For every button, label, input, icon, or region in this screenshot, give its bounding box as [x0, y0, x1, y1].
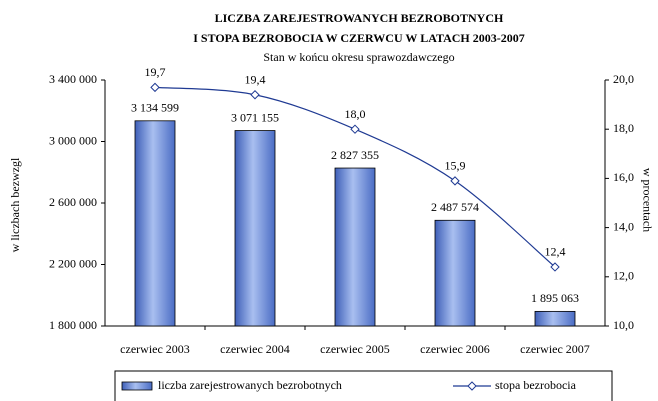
y-tick-label: 3 400 000	[49, 72, 97, 86]
line-marker	[550, 262, 560, 272]
y2-tick-label: 18,0	[613, 121, 634, 135]
y-tick-label: 2 200 000	[49, 256, 97, 270]
chart-title: LICZBA ZAREJESTROWANYCH BEZROBOTNYCH	[215, 11, 504, 25]
x-tick-label: czerwiec 2006	[420, 342, 490, 356]
line-marker	[250, 90, 260, 100]
line-value-label: 18,0	[345, 107, 366, 121]
y2-tick-label: 14,0	[613, 219, 634, 233]
line-marker	[350, 124, 360, 134]
x-tick-label: czerwiec 2004	[220, 342, 290, 356]
y-tick-label: 2 600 000	[49, 195, 97, 209]
x-tick-label: czerwiec 2003	[120, 342, 190, 356]
y2-tick-label: 16,0	[613, 170, 634, 184]
bar	[234, 130, 276, 327]
x-tick-label: czerwiec 2005	[320, 342, 390, 356]
y-tick-label: 1 800 000	[49, 318, 97, 332]
bar	[534, 310, 576, 327]
y-axis-label: w liczbach bezwzgl	[8, 157, 22, 252]
bar	[334, 167, 376, 327]
y2-tick-label: 12,0	[613, 269, 634, 283]
legend-swatch	[121, 381, 153, 391]
line-value-label: 15,9	[445, 159, 466, 173]
y2-axis-label: w procentach	[640, 168, 654, 232]
legend-label: stopa bezrobocia	[495, 378, 577, 392]
bar-value-label: 3 134 599	[131, 101, 179, 115]
chart-subtitle: Stan w końcu okresu sprawozdawczego	[263, 50, 454, 64]
bar-value-label: 2 487 574	[431, 200, 479, 214]
line-value-label: 19,7	[145, 65, 166, 79]
bar-value-label: 1 895 063	[531, 291, 579, 305]
legend-swatch	[467, 381, 477, 391]
line-value-label: 12,4	[545, 245, 566, 259]
line-value-label: 19,4	[245, 73, 266, 87]
line-marker	[150, 82, 160, 93]
line-marker	[450, 176, 460, 186]
x-tick-label: czerwiec 2007	[520, 342, 590, 356]
y2-tick-label: 20,0	[613, 72, 634, 86]
legend-label: liczba zarejestrowanych bezrobotnych	[158, 378, 342, 392]
bar-value-label: 2 827 355	[331, 148, 379, 162]
chart-title: I STOPA BEZROBOCIA W CZERWCU W LATACH 20…	[193, 31, 525, 45]
bar	[434, 219, 476, 327]
bar-value-label: 3 071 155	[231, 110, 279, 124]
legend-box	[114, 370, 613, 401]
y-tick-label: 3 000 000	[49, 133, 97, 147]
y2-tick-label: 10,0	[613, 318, 634, 332]
bar	[134, 120, 176, 327]
